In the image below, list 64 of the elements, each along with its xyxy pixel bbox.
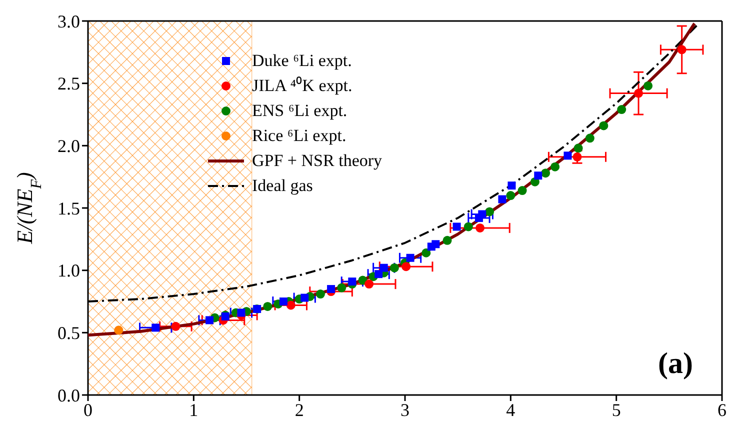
point: [564, 152, 572, 160]
x-tick-label: 1: [189, 400, 198, 420]
point: [422, 248, 431, 258]
point: [541, 168, 550, 178]
point: [364, 280, 374, 289]
y-tick-label: 0.5: [58, 323, 80, 344]
point: [237, 308, 246, 317]
point: [464, 222, 473, 232]
point: [574, 144, 583, 153]
point: [518, 186, 527, 196]
point: [300, 294, 309, 302]
y-tick-label: 1.0: [58, 260, 80, 281]
legend-label: Rice ⁶Li expt.: [252, 125, 346, 147]
x-tick-label: 5: [612, 400, 621, 420]
point: [506, 191, 516, 200]
point: [337, 283, 346, 292]
point: [452, 222, 461, 231]
annotation: (a): [658, 347, 693, 381]
legend-label: ENS ⁶Li expt.: [252, 100, 348, 122]
y-tick-label: 0.0: [58, 385, 80, 406]
x-tick-label: 4: [506, 400, 516, 420]
y-tick-label: 2.0: [58, 136, 80, 156]
point: [286, 300, 296, 310]
point: [402, 262, 411, 272]
legend-label: Ideal gas: [252, 175, 313, 197]
point: [572, 152, 582, 162]
point: [380, 264, 388, 272]
point: [114, 326, 124, 335]
point: [550, 162, 560, 172]
point: [677, 45, 686, 54]
legend-label: GPF + NSR theory: [252, 150, 382, 172]
point: [617, 105, 626, 114]
point: [316, 290, 325, 299]
point: [534, 172, 542, 180]
point: [263, 302, 272, 311]
point: [644, 81, 653, 90]
x-tick-label: 2: [294, 400, 304, 420]
point: [585, 134, 594, 143]
x-tick-label: 0: [84, 400, 92, 420]
y-tick-label: 2.5: [58, 74, 80, 94]
point: [599, 121, 608, 130]
x-tick-label: 3: [400, 400, 410, 420]
point: [390, 263, 399, 272]
point: [476, 223, 485, 232]
point: [152, 324, 160, 332]
x-tick-label: 6: [718, 400, 726, 420]
point: [406, 254, 414, 262]
point: [374, 270, 383, 278]
point: [498, 195, 506, 204]
legend-label: Duke ⁶Li expt.: [252, 50, 352, 72]
point: [348, 278, 356, 286]
point: [478, 210, 486, 218]
point: [327, 285, 336, 294]
legend-label: JILA ⁴⁰K expt.: [252, 75, 352, 97]
point: [171, 322, 180, 331]
point: [442, 236, 452, 245]
point: [279, 298, 288, 306]
point: [432, 240, 440, 248]
point: [508, 182, 516, 190]
point: [634, 88, 644, 98]
point: [206, 316, 214, 324]
y-tick-label: 3.0: [58, 11, 80, 32]
point: [485, 207, 494, 216]
y-tick-label: 1.5: [58, 198, 80, 218]
